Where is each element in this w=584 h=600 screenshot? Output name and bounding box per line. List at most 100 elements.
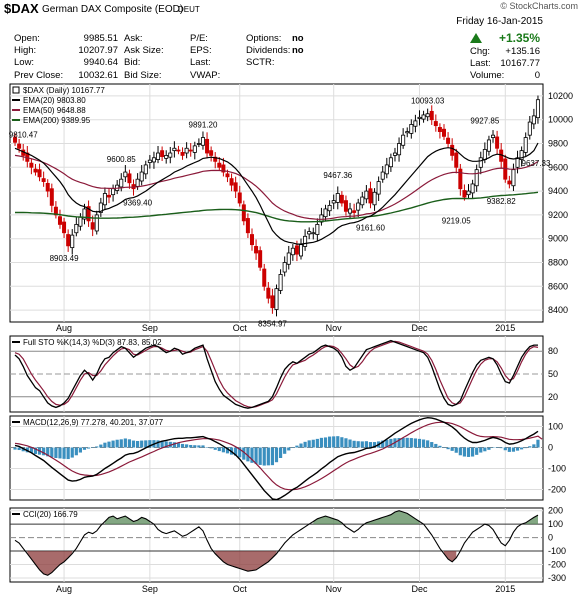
macd-histogram-bar bbox=[156, 440, 160, 448]
macd-histogram-bar bbox=[499, 447, 503, 449]
macd-histogram-bar bbox=[287, 447, 291, 451]
y-tick-label: 8600 bbox=[548, 281, 568, 291]
macd-histogram-bar bbox=[442, 447, 446, 448]
candle-body bbox=[523, 137, 528, 153]
candle-body bbox=[282, 262, 287, 273]
macd-histogram-bar bbox=[532, 444, 536, 448]
candle-body bbox=[37, 169, 42, 178]
candle-body bbox=[139, 171, 144, 182]
x-tick-label: Sep bbox=[142, 323, 158, 333]
candle-body bbox=[519, 150, 524, 160]
price-annotation: 9219.05 bbox=[442, 217, 471, 226]
macd-histogram-bar bbox=[405, 437, 409, 448]
legend-entry: EMA(50) 9648.88 bbox=[23, 106, 86, 115]
candle-body bbox=[266, 287, 271, 299]
candle-body bbox=[29, 162, 34, 168]
macd-histogram-bar bbox=[458, 447, 462, 456]
macd-histogram-bar bbox=[58, 447, 62, 459]
macd-histogram-bar bbox=[291, 447, 295, 448]
candle-body bbox=[454, 152, 459, 168]
candle-body bbox=[335, 193, 340, 203]
y-tick-label: 50 bbox=[548, 369, 558, 379]
candle-body bbox=[188, 149, 193, 152]
quote-field-label: Prev Close: bbox=[14, 70, 63, 81]
candle-body bbox=[33, 168, 38, 173]
volume-value: 0 bbox=[535, 70, 540, 81]
x-tick-label: Oct bbox=[233, 584, 248, 594]
stoch-k-line bbox=[14, 339, 538, 409]
candle-body bbox=[511, 169, 516, 187]
candle-body bbox=[127, 173, 132, 184]
candle-body bbox=[237, 192, 242, 204]
candle-body bbox=[180, 152, 185, 156]
price-annotation: 9891.20 bbox=[189, 121, 218, 130]
candle-body bbox=[184, 147, 189, 154]
macd-histogram-bar bbox=[266, 447, 270, 466]
stoch-d-line bbox=[14, 340, 539, 409]
macd-histogram-bar bbox=[201, 445, 205, 448]
candle-body bbox=[102, 193, 107, 206]
x-tick-label: Aug bbox=[56, 323, 72, 333]
macd-histogram-bar bbox=[438, 445, 442, 448]
candle-body bbox=[98, 202, 103, 213]
candle-body bbox=[143, 164, 148, 175]
quote-field-value: 9985.51 bbox=[84, 33, 118, 44]
y-tick-label: 80 bbox=[548, 346, 558, 356]
macd-histogram-bar bbox=[107, 441, 111, 448]
price-annotation: 9161.60 bbox=[356, 223, 385, 232]
macd-histogram-bar bbox=[99, 444, 103, 448]
macd-histogram-bar bbox=[78, 447, 83, 453]
candle-body bbox=[392, 152, 397, 156]
macd-histogram-bar bbox=[283, 447, 287, 454]
candle-body bbox=[425, 113, 430, 118]
candle-body bbox=[413, 120, 418, 127]
candle-body bbox=[172, 147, 177, 152]
candle-body bbox=[123, 171, 128, 178]
candle-body bbox=[323, 208, 328, 218]
macd-histogram-bar bbox=[46, 447, 50, 457]
macd-histogram-bar bbox=[348, 439, 352, 448]
macd-histogram-bar bbox=[336, 436, 340, 448]
macd-histogram-bar bbox=[111, 440, 115, 448]
y-tick-label: -100 bbox=[548, 546, 566, 556]
candle-body bbox=[515, 157, 520, 168]
x-tick-label: Dec bbox=[411, 323, 428, 333]
candle-body bbox=[372, 191, 377, 206]
candle-body bbox=[156, 152, 161, 160]
macd-histogram-bar bbox=[454, 447, 458, 453]
y-tick-label: 10200 bbox=[548, 91, 573, 101]
macd-histogram-bar bbox=[91, 447, 95, 448]
x-tick-label: Sep bbox=[142, 584, 158, 594]
candle-body bbox=[405, 131, 410, 134]
price-annotation: 8903.49 bbox=[50, 254, 79, 263]
quote-field-label: VWAP: bbox=[190, 70, 220, 81]
candle-body bbox=[462, 190, 467, 198]
macd-histogram-bar bbox=[33, 447, 38, 455]
price-annotation: 9369.40 bbox=[123, 199, 152, 208]
macd-histogram-bar bbox=[352, 440, 356, 448]
y-tick-label: 0 bbox=[548, 443, 553, 453]
macd-histogram-bar bbox=[487, 447, 491, 450]
macd-histogram-bar bbox=[119, 439, 123, 448]
y-tick-label: 9000 bbox=[548, 234, 568, 244]
candle-body bbox=[94, 214, 99, 232]
candle-body bbox=[294, 245, 299, 255]
watermark: © StockCharts.com bbox=[500, 1, 578, 11]
candle-body bbox=[45, 182, 50, 192]
up-arrow-icon bbox=[470, 33, 482, 43]
candle-body bbox=[66, 234, 71, 247]
candle-body bbox=[147, 159, 152, 163]
candle-body bbox=[62, 221, 67, 234]
change-points: +135.16 bbox=[505, 46, 540, 57]
candle-body bbox=[245, 218, 250, 234]
quote-field-label: SCTR: bbox=[246, 57, 275, 68]
ema200-line bbox=[15, 191, 539, 223]
macd-histogram-bar bbox=[446, 447, 450, 450]
price-annotation: 9927.85 bbox=[470, 116, 499, 125]
legend-swatch bbox=[12, 86, 20, 94]
candle-body bbox=[307, 231, 312, 235]
macd-histogram-bar bbox=[295, 445, 299, 448]
macd-histogram-bar bbox=[86, 447, 91, 449]
macd-histogram-bar bbox=[213, 447, 217, 450]
macd-histogram-bar bbox=[50, 447, 54, 458]
